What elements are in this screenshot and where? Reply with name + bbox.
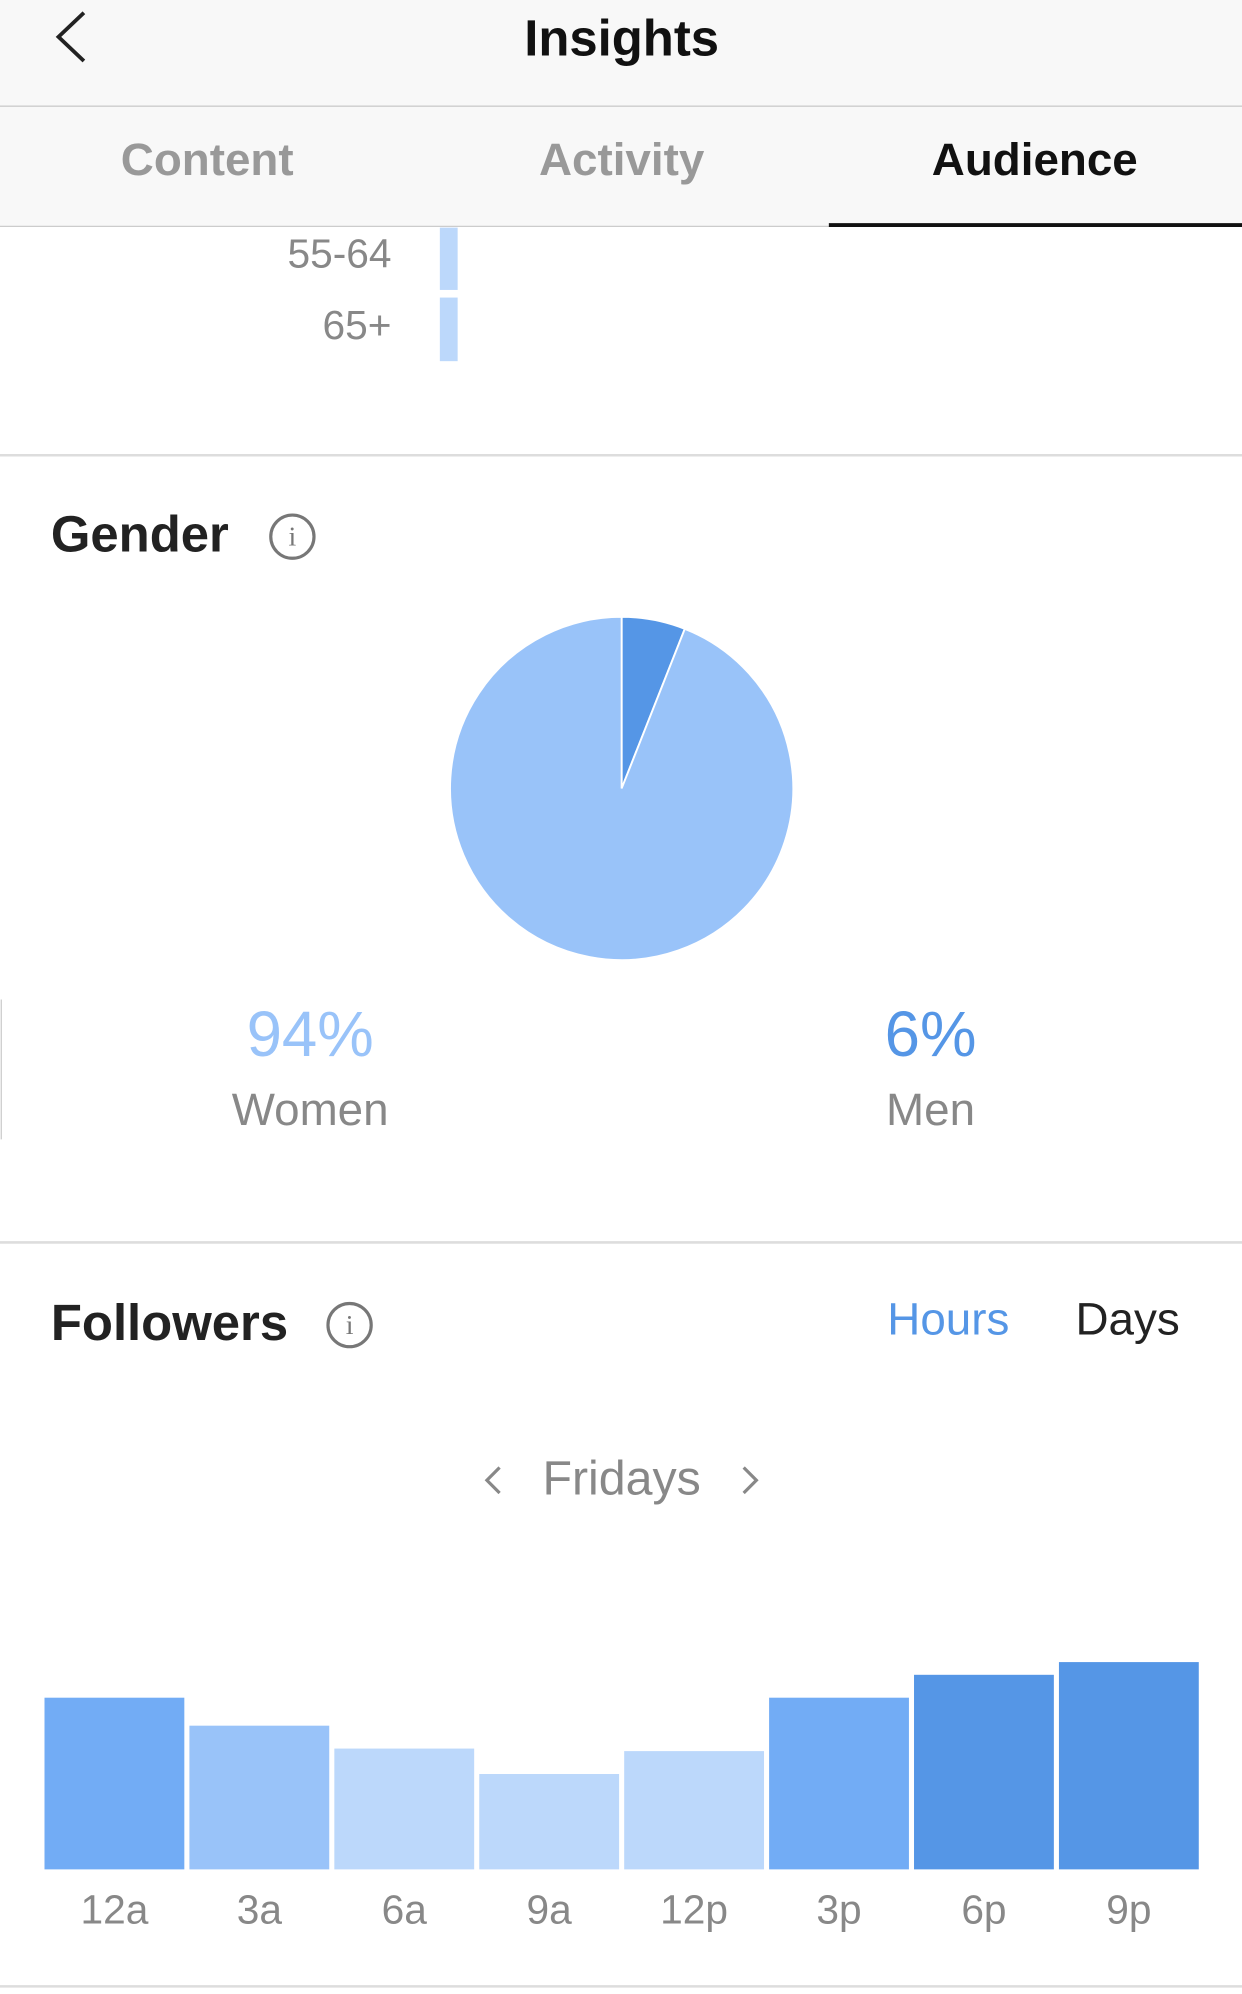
bar <box>914 1674 1054 1870</box>
x-tick-label: 3p <box>816 1886 861 1932</box>
x-tick-label: 3a <box>237 1886 283 1932</box>
pie-slice <box>449 615 795 961</box>
legend-label: Men <box>886 1084 975 1135</box>
section-title: Gender <box>51 505 229 562</box>
x-tick-label: 9p <box>1106 1886 1151 1932</box>
bar <box>189 1725 330 1870</box>
tab-active[interactable]: Audience <box>932 134 1138 185</box>
bar <box>334 1748 475 1870</box>
bar-chart: 12a 3a 6a 9a 12p 3p 6p 9p <box>44 1662 1199 1932</box>
day-label: Fridays <box>542 1451 700 1505</box>
tab[interactable]: Content <box>121 134 294 185</box>
age-label: 55-64 <box>288 231 392 277</box>
toggle-active[interactable]: Hours <box>887 1294 1009 1345</box>
bar <box>1058 1662 1199 1870</box>
x-tick-label: 12p <box>660 1886 728 1932</box>
x-tick-label: 6p <box>961 1886 1006 1932</box>
bar <box>769 1697 909 1870</box>
svg-text:i: i <box>288 522 296 553</box>
x-tick-label: 6a <box>382 1886 428 1932</box>
value-label: 6% <box>885 999 977 1070</box>
section-title: Followers <box>51 1294 288 1351</box>
x-tick-label: 9a <box>527 1886 573 1932</box>
bar <box>624 1751 765 1870</box>
toggle[interactable]: Days <box>1075 1294 1179 1345</box>
age-label: 65+ <box>323 302 392 348</box>
age-bar <box>439 227 458 290</box>
svg-text:i: i <box>346 1310 354 1341</box>
legend-label: Women <box>232 1084 389 1135</box>
value-label: 94% <box>247 999 374 1070</box>
prev-button[interactable] <box>484 1466 501 1495</box>
top-bar <box>0 0 1242 227</box>
pie-chart <box>449 615 795 961</box>
info-icon[interactable]: i <box>326 1301 373 1349</box>
info-icon[interactable]: i <box>269 513 316 560</box>
age-bar <box>439 297 458 362</box>
bar <box>44 1697 185 1870</box>
next-button[interactable] <box>742 1466 759 1495</box>
back-button[interactable] <box>55 11 86 63</box>
x-tick-label: 12a <box>80 1886 148 1932</box>
tab[interactable]: Activity <box>539 134 705 185</box>
page-title: Insights <box>524 9 719 66</box>
bar <box>479 1773 620 1870</box>
